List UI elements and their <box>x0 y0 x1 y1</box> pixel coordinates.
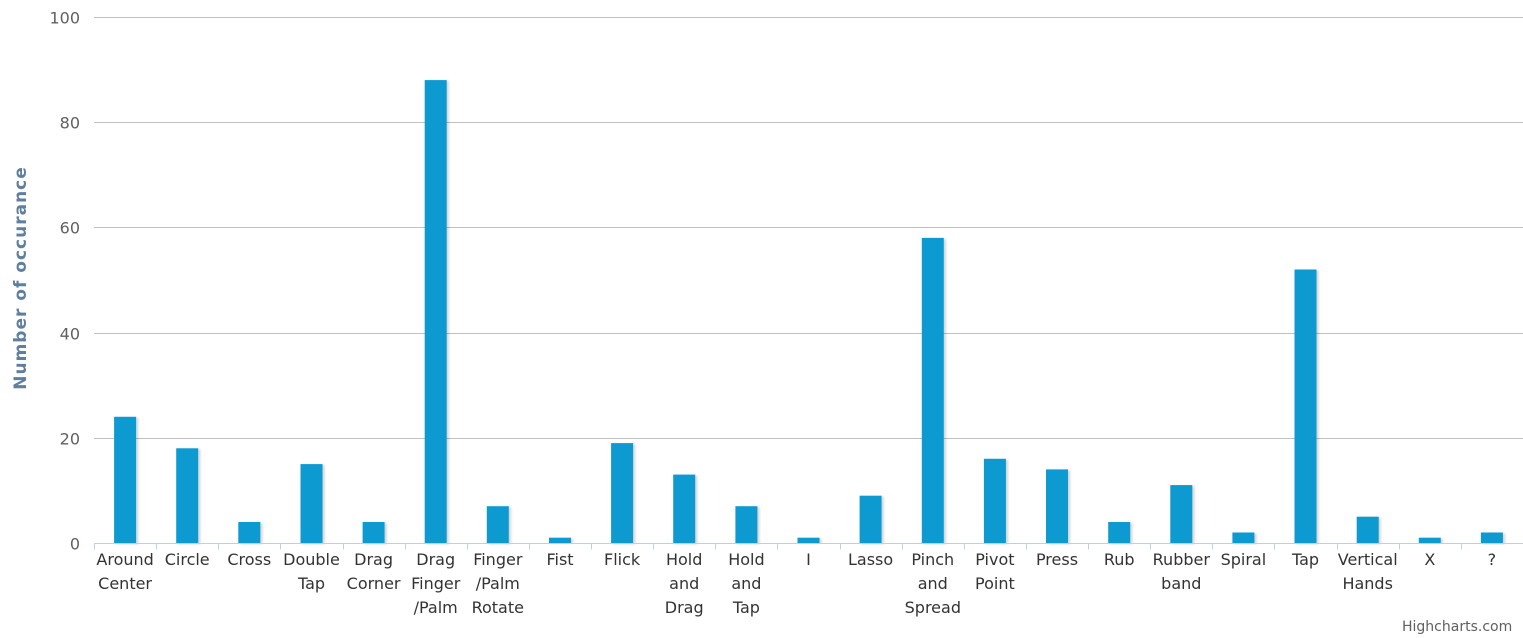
y-tick-label-100: 100 <box>49 9 80 28</box>
y-tick-label-60: 60 <box>60 219 80 238</box>
bar-hold-and-tap[interactable] <box>735 506 758 543</box>
highcharts-credits-link[interactable]: Highcharts.com <box>1402 619 1512 635</box>
bar-press[interactable] <box>1046 469 1068 543</box>
bar-spiral[interactable] <box>1232 532 1255 544</box>
x-axis <box>94 543 1523 550</box>
y-tick-label-80: 80 <box>60 114 80 133</box>
bar-vertical-hands[interactable] <box>1356 516 1379 543</box>
y-tick-label-40: 40 <box>60 325 80 344</box>
y-tick-label-20: 20 <box>60 430 80 449</box>
bar-drag-finger-palm[interactable] <box>424 80 447 543</box>
x-category-label: Circle <box>165 550 210 569</box>
bar-x[interactable] <box>1418 537 1441 543</box>
x-category-label: Pivot Point <box>975 550 1015 593</box>
bar-rub[interactable] <box>1108 522 1131 543</box>
x-category-label: Double Tap <box>283 550 340 593</box>
x-category-label: Fist <box>546 550 573 569</box>
bar-finger-palm-rotate[interactable] <box>486 506 509 543</box>
bar-i[interactable] <box>797 537 820 543</box>
bar-cross[interactable] <box>238 522 261 543</box>
bars <box>114 80 1503 543</box>
x-category-label: Rub <box>1104 550 1135 569</box>
x-category-label: Cross <box>227 550 271 569</box>
bar-circle[interactable] <box>176 448 199 543</box>
y-tick-label-0: 0 <box>70 535 80 554</box>
bar-drag-corner[interactable] <box>362 522 385 543</box>
bar-flick[interactable] <box>611 443 634 543</box>
x-category-label: Rubber band <box>1153 550 1211 593</box>
x-category-label: Around Center <box>96 550 153 593</box>
x-category-label: Hold and Drag <box>665 550 704 617</box>
x-category-label: Finger/Palm Rotate <box>472 550 524 617</box>
bar-pinch-and-spread[interactable] <box>921 237 944 543</box>
bar-around-center[interactable] <box>114 416 137 543</box>
y-axis-tick-labels: 0 20 40 60 80 100 <box>49 9 80 554</box>
bar-hold-and-drag[interactable] <box>673 474 696 543</box>
bar-pivot-point[interactable] <box>983 458 1006 543</box>
x-category-label: Drag Corner <box>347 550 401 593</box>
bar-lasso[interactable] <box>859 495 882 543</box>
bar-rubber-band[interactable] <box>1170 485 1193 543</box>
x-category-label: X <box>1424 550 1435 569</box>
x-category-label: Drag Finger/Palm <box>411 550 461 617</box>
x-category-label: Flick <box>604 550 641 569</box>
x-category-label: Pinch and Spread <box>905 550 961 617</box>
bar-[interactable] <box>1480 532 1503 544</box>
bar-fist[interactable] <box>549 537 571 543</box>
x-category-label: ? <box>1488 550 1497 569</box>
x-category-label: Hold and Tap <box>728 550 764 617</box>
x-category-label: Spiral <box>1221 550 1267 569</box>
y-axis-title: Number of occurance <box>11 166 31 390</box>
bar-tap[interactable] <box>1294 269 1317 544</box>
x-category-label: I <box>806 550 811 569</box>
x-category-label: Lasso <box>848 550 893 569</box>
bar-double-tap[interactable] <box>300 464 323 543</box>
x-category-label: Press <box>1036 550 1078 569</box>
grid-lines <box>94 17 1523 439</box>
x-category-label: Vertical Hands <box>1338 550 1398 593</box>
x-category-label: Tap <box>1291 550 1319 569</box>
